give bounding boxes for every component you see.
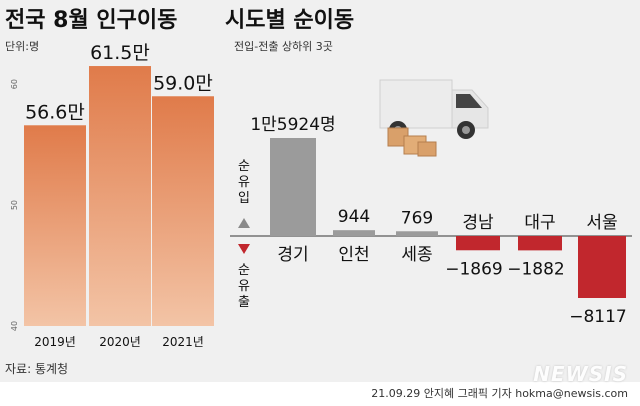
truck-icon [379,79,489,157]
bar-category-label: 경기 [277,245,308,265]
bar-category-label: 인천 [338,245,369,265]
right-subtitle: 전입-전출 상하위 3곳 [234,39,333,53]
triangle-up-icon [238,218,250,228]
left-y-ticks: 40 50 60 [10,79,19,331]
bar-2021년 [152,96,214,326]
svg-text:입: 입 [238,191,250,206]
bar-category-label: 2019년 [34,335,76,349]
left-bars: 56.6만 2019년 61.5만 2020년 59.0만 2021년 [24,42,214,349]
newsis-logo: NEWSIS [533,362,628,386]
right-title: 시도별 순이동 [225,8,354,33]
y-tick-label: 50 [10,200,19,210]
svg-text:순: 순 [238,263,250,278]
bar-value-label: 944 [338,207,370,227]
left-unit: 단위:명 [5,40,39,53]
bar-인천 [333,230,375,236]
source-note: 자료: 통계청 [5,362,69,376]
bar-category-label: 경남 [462,213,494,233]
footer-band [0,382,640,406]
bar-value-label: −1882 [507,259,565,279]
bar-category-label: 2020년 [99,335,141,349]
svg-text:유: 유 [238,279,250,294]
bar-value-label: 769 [401,208,433,228]
credit-line: 21.09.29 안지혜 그래픽 기자 hokma@newsis.com [371,387,628,400]
bar-value-label: 1만5924명 [250,115,335,135]
legend-down-label: 순유출 [238,263,250,310]
left-title: 전국 8월 인구이동 [5,8,177,33]
svg-text:순: 순 [238,159,250,174]
bar-2019년 [24,125,86,326]
bar-서울 [578,236,626,298]
legend: 순유입 순유출 [238,159,250,310]
bar-세종 [396,231,438,236]
svg-text:유: 유 [238,175,250,190]
bar-category-label: 세종 [401,245,432,265]
bar-value-label: 56.6만 [25,101,85,123]
y-tick-label: 40 [10,321,19,331]
bar-value-label: −8117 [569,307,627,327]
legend-up-label: 순유입 [238,159,250,206]
bar-value-label: −1869 [445,259,503,279]
bar-경기 [270,138,316,236]
triangle-down-icon [238,244,250,254]
svg-text:출: 출 [238,295,250,310]
y-tick-label: 60 [10,79,19,89]
bar-category-label: 서울 [586,213,617,233]
bar-value-label: 59.0만 [153,72,213,94]
bar-대구 [518,236,562,251]
bar-value-label: 61.5만 [90,42,150,64]
bar-2020년 [89,66,151,326]
bar-category-label: 2021년 [162,335,204,349]
bar-category-label: 대구 [524,213,555,233]
bar-경남 [456,236,500,251]
